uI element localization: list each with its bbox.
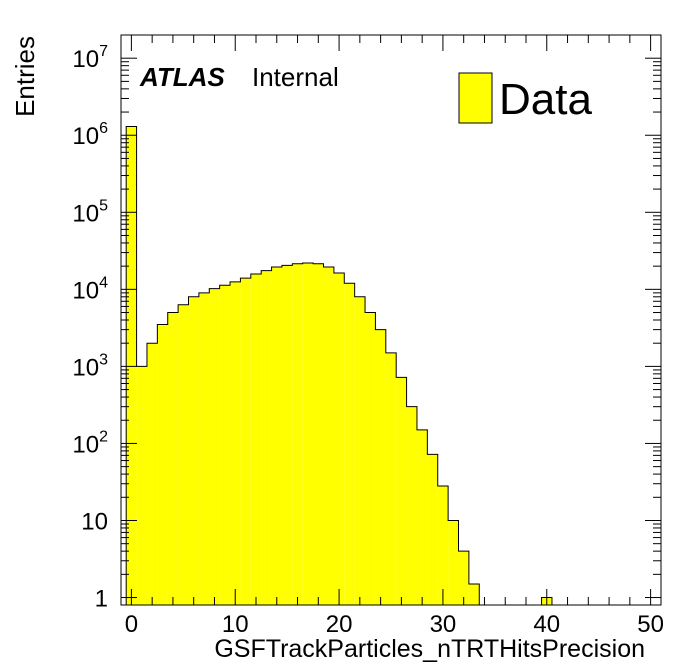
- histogram-bar: [219, 285, 231, 605]
- x-tick-label: 10: [222, 611, 249, 638]
- histogram-bar: [427, 454, 438, 605]
- x-tick-label: 0: [125, 611, 138, 638]
- histogram-bar: [344, 283, 355, 605]
- x-axis-label: GSFTrackParticles_nTRTHitsPrecision: [214, 635, 645, 663]
- x-tick-labels: 0 10 20 30 40 50: [125, 611, 664, 638]
- y-tick-label: 106: [72, 120, 108, 150]
- histogram-bar: [178, 304, 189, 605]
- histogram-bar: [448, 520, 459, 605]
- histogram-bar: [240, 278, 251, 605]
- legend: Data: [458, 72, 592, 124]
- histogram-bar: [333, 272, 345, 605]
- histogram-bar: [146, 343, 158, 605]
- x-tick-label: 20: [326, 611, 353, 638]
- y-tick-label: 104: [72, 274, 108, 304]
- y-tick-label: 1: [95, 586, 108, 613]
- legend-label: Data: [499, 75, 592, 124]
- histogram-bar: [261, 270, 272, 605]
- y-tick-label: 107: [72, 43, 108, 73]
- histogram-bar: [323, 266, 334, 605]
- histogram-bar: [416, 429, 428, 605]
- x-tick-label: 30: [430, 611, 457, 638]
- histogram-bar: [458, 551, 469, 605]
- histogram-bar: [271, 266, 282, 605]
- histogram-bar: [354, 296, 366, 605]
- y-tick-label: 10: [81, 508, 108, 535]
- histogram-bar: [302, 262, 314, 605]
- histogram-bar: [209, 288, 220, 605]
- histogram-bar: [198, 292, 210, 605]
- legend-swatch: [458, 72, 493, 124]
- histogram-bar: [396, 377, 407, 605]
- histogram-bar: [365, 312, 376, 605]
- histogram-bar: [167, 312, 179, 605]
- histogram-bar: [250, 274, 262, 605]
- histogram-bar: [375, 329, 386, 605]
- histogram-bar: [230, 281, 241, 605]
- y-tick-label: 105: [72, 197, 108, 227]
- internal-label: Internal: [252, 62, 339, 92]
- histogram-bar: [385, 352, 397, 605]
- histogram-bar: [468, 583, 480, 605]
- y-tick-label: 103: [72, 351, 108, 381]
- histogram-bar: [136, 366, 147, 605]
- histogram-bar: [157, 324, 168, 605]
- atlas-label: ATLAS: [139, 62, 225, 92]
- histogram-bar: [188, 296, 199, 605]
- y-tick-label: 102: [72, 428, 108, 458]
- histogram-bar: [292, 263, 303, 605]
- x-tick-label: 50: [637, 611, 664, 638]
- y-tick-labels: 1 10 102 103 104 105 106 107: [72, 43, 108, 612]
- histogram-bars: [125, 125, 656, 606]
- histogram-bar: [313, 263, 324, 605]
- y-axis-label: Entries: [10, 36, 40, 117]
- axis-ticks: [121, 34, 661, 605]
- histogram-bar: [126, 126, 137, 605]
- histogram-bar: [437, 486, 449, 605]
- histogram-bar: [406, 406, 417, 605]
- x-tick-label: 40: [533, 611, 560, 638]
- histogram-bar: [281, 265, 293, 605]
